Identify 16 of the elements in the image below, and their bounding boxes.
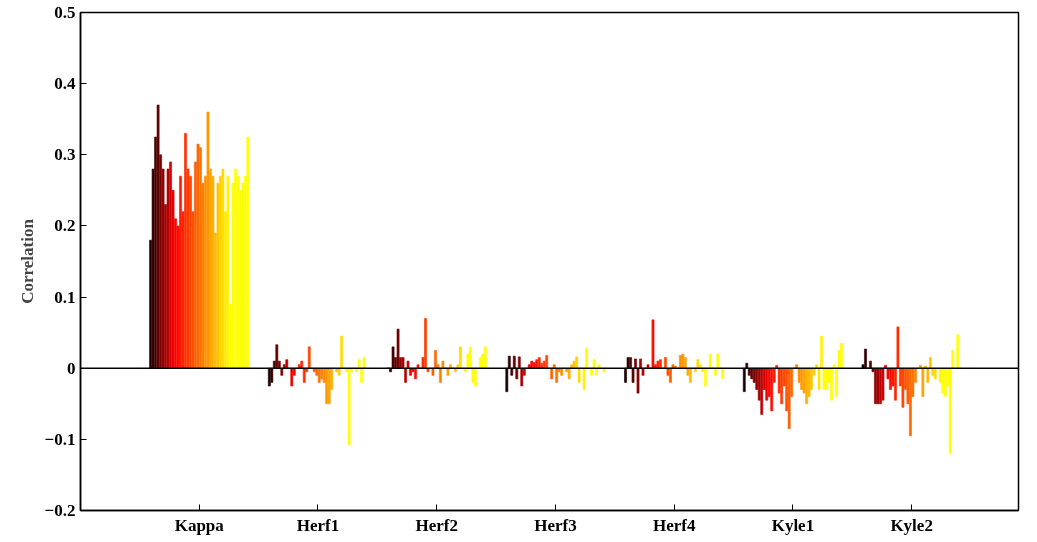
- x-tick-label: Kyle2: [890, 515, 933, 535]
- x-tick-label: Herf4: [652, 515, 696, 535]
- x-tick-label: Herf2: [415, 515, 458, 535]
- y-tick-label: 0.3: [54, 145, 76, 165]
- y-tick-label: 0.2: [54, 216, 76, 236]
- y-tick-label: −0.1: [44, 429, 76, 449]
- y-tick-label: 0: [67, 358, 76, 378]
- x-tick-label: Kyle1: [771, 515, 815, 535]
- x-tick-label: Herf3: [534, 515, 577, 535]
- y-tick-label: 0.5: [54, 3, 76, 22]
- y-tick-label: 0.1: [54, 287, 76, 307]
- x-tick-label: Kappa: [174, 515, 225, 535]
- y-tick-label: −0.2: [44, 501, 76, 520]
- y-tick-label: 0.4: [54, 74, 76, 94]
- y-axis-title: Correlation: [17, 218, 37, 304]
- x-tick-label: Herf1: [296, 515, 340, 535]
